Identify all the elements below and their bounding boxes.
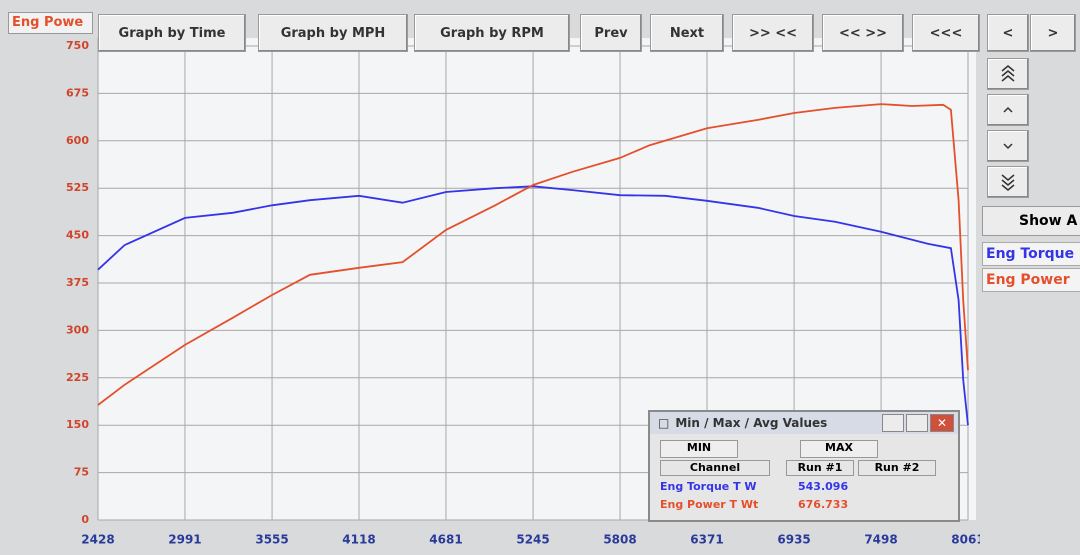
x-tick-label: 6371	[690, 533, 723, 547]
y-tick-label: 600	[66, 134, 89, 147]
toolbar-button[interactable]: <	[987, 14, 1029, 52]
minimize-button[interactable]	[882, 414, 904, 432]
y-tick-label: 75	[74, 466, 89, 479]
y-tick-label: 750	[66, 39, 89, 52]
toolbar-button[interactable]: Next	[650, 14, 724, 52]
column-header: Run #1	[786, 460, 854, 476]
scroll-top-button[interactable]	[987, 58, 1029, 90]
dialog-titlebar: □ Min / Max / Avg Values ✕	[650, 412, 958, 434]
toolbar-button[interactable]: Graph by RPM	[414, 14, 570, 52]
channel-box[interactable]: Eng Powe	[8, 12, 93, 34]
column-header: Channel	[660, 460, 770, 476]
scroll-up-button[interactable]	[987, 94, 1029, 126]
data-line	[97, 185, 969, 426]
x-tick-label: 6935	[777, 533, 810, 547]
y-tick-label: 300	[66, 323, 89, 336]
maximize-button[interactable]	[906, 414, 928, 432]
scroll-down-button[interactable]	[987, 130, 1029, 162]
x-tick-label: 2991	[168, 533, 201, 547]
toolbar-button[interactable]: Prev	[580, 14, 642, 52]
y-tick-label: 375	[66, 276, 89, 289]
toolbar-button[interactable]: Graph by Time	[98, 14, 246, 52]
x-tick-label: 7498	[864, 533, 897, 547]
toolbar-button[interactable]: >> <<	[732, 14, 814, 52]
x-tick-label: 8061	[951, 533, 980, 547]
min-max-dialog: □ Min / Max / Avg Values ✕ MIN MAX Channe…	[648, 410, 960, 522]
min-tab[interactable]: MIN	[660, 440, 738, 458]
x-tick-label: 5808	[603, 533, 636, 547]
column-header: Run #2	[858, 460, 936, 476]
x-tick-label: 3555	[255, 533, 288, 547]
legend-item[interactable]: Eng Power	[982, 268, 1080, 292]
toolbar-button[interactable]: >	[1030, 14, 1076, 52]
channel-name: Eng Torque T W	[660, 480, 757, 493]
y-tick-label: 675	[66, 86, 89, 99]
y-tick-label: 225	[66, 371, 89, 384]
y-tick-label: 450	[66, 229, 89, 242]
channel-name: Eng Power T Wt	[660, 498, 759, 511]
y-tick-label: 150	[66, 418, 89, 431]
x-tick-label: 4681	[429, 533, 462, 547]
run-value: 543.096	[798, 480, 849, 493]
toolbar-button[interactable]: << >>	[822, 14, 904, 52]
max-tab[interactable]: MAX	[800, 440, 878, 458]
legend-item[interactable]: Eng Torque	[982, 242, 1080, 266]
scroll-bottom-button[interactable]	[987, 166, 1029, 198]
y-tick-label: 0	[81, 513, 89, 526]
dialog-title: Min / Max / Avg Values	[675, 416, 828, 430]
x-tick-label: 2428	[81, 533, 114, 547]
x-tick-label: 4118	[342, 533, 375, 547]
data-line	[97, 103, 969, 406]
toolbar-button[interactable]: Graph by MPH	[258, 14, 408, 52]
chart: 0 75 150 225 300 375 450 525 600 675 750 2428 2991 35…	[66, 38, 980, 547]
y-tick-label: 525	[66, 181, 89, 194]
x-tick-label: 5245	[516, 533, 549, 547]
show-button[interactable]: Show A	[982, 206, 1080, 236]
close-button[interactable]: ✕	[930, 414, 954, 432]
run-value: 676.733	[798, 498, 849, 511]
toolbar-button[interactable]: <<<	[912, 14, 980, 52]
